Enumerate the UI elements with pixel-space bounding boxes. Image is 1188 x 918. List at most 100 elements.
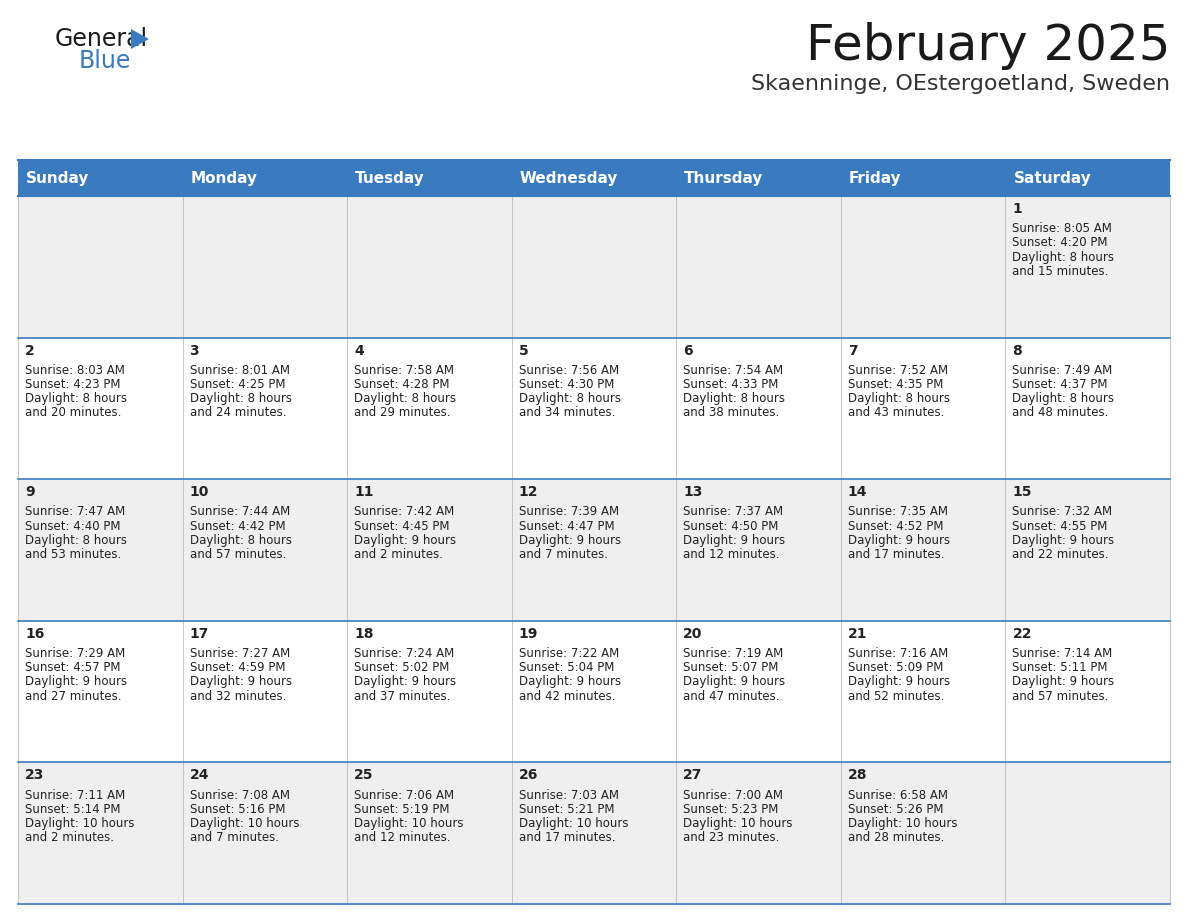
Text: Daylight: 8 hours: Daylight: 8 hours <box>25 392 127 405</box>
Text: Sunset: 5:04 PM: Sunset: 5:04 PM <box>519 661 614 674</box>
Text: and 48 minutes.: and 48 minutes. <box>1012 407 1108 420</box>
Bar <box>18 479 1170 621</box>
Text: Daylight: 8 hours: Daylight: 8 hours <box>1012 392 1114 405</box>
Text: and 12 minutes.: and 12 minutes. <box>354 831 450 845</box>
Text: Daylight: 9 hours: Daylight: 9 hours <box>683 533 785 547</box>
Text: Daylight: 8 hours: Daylight: 8 hours <box>190 392 291 405</box>
Text: Sunset: 4:55 PM: Sunset: 4:55 PM <box>1012 520 1107 532</box>
Text: Sunset: 4:47 PM: Sunset: 4:47 PM <box>519 520 614 532</box>
Text: 24: 24 <box>190 768 209 782</box>
Text: Daylight: 8 hours: Daylight: 8 hours <box>1012 251 1114 263</box>
Text: and 27 minutes.: and 27 minutes. <box>25 689 121 702</box>
Text: Sunset: 4:20 PM: Sunset: 4:20 PM <box>1012 237 1108 250</box>
Text: Sunrise: 7:37 AM: Sunrise: 7:37 AM <box>683 506 783 519</box>
Text: Sunset: 4:52 PM: Sunset: 4:52 PM <box>848 520 943 532</box>
Text: 26: 26 <box>519 768 538 782</box>
Text: 18: 18 <box>354 627 374 641</box>
Text: Sunrise: 7:03 AM: Sunrise: 7:03 AM <box>519 789 619 801</box>
Text: 2: 2 <box>25 343 34 358</box>
Text: Friday: Friday <box>849 171 902 185</box>
Text: Blue: Blue <box>78 49 132 73</box>
Text: Sunrise: 7:08 AM: Sunrise: 7:08 AM <box>190 789 290 801</box>
Text: and 37 minutes.: and 37 minutes. <box>354 689 450 702</box>
Text: Daylight: 10 hours: Daylight: 10 hours <box>190 817 299 830</box>
Text: and 2 minutes.: and 2 minutes. <box>354 548 443 561</box>
Text: 1: 1 <box>1012 202 1022 216</box>
Text: and 17 minutes.: and 17 minutes. <box>519 831 615 845</box>
Text: Sunset: 4:37 PM: Sunset: 4:37 PM <box>1012 378 1108 391</box>
Text: 13: 13 <box>683 486 702 499</box>
Text: and 22 minutes.: and 22 minutes. <box>1012 548 1108 561</box>
Text: Sunrise: 7:44 AM: Sunrise: 7:44 AM <box>190 506 290 519</box>
Text: Daylight: 8 hours: Daylight: 8 hours <box>519 392 620 405</box>
Text: General: General <box>55 27 148 51</box>
Text: Sunrise: 7:19 AM: Sunrise: 7:19 AM <box>683 647 784 660</box>
Text: Sunrise: 7:52 AM: Sunrise: 7:52 AM <box>848 364 948 377</box>
Text: Sunrise: 7:54 AM: Sunrise: 7:54 AM <box>683 364 783 377</box>
Text: Daylight: 9 hours: Daylight: 9 hours <box>190 676 292 688</box>
Text: Sunrise: 7:56 AM: Sunrise: 7:56 AM <box>519 364 619 377</box>
Text: Daylight: 9 hours: Daylight: 9 hours <box>519 533 621 547</box>
Text: Sunset: 5:07 PM: Sunset: 5:07 PM <box>683 661 778 674</box>
Text: and 47 minutes.: and 47 minutes. <box>683 689 779 702</box>
Text: 22: 22 <box>1012 627 1032 641</box>
Bar <box>18 160 1170 196</box>
Text: Sunset: 5:14 PM: Sunset: 5:14 PM <box>25 803 120 816</box>
Text: 3: 3 <box>190 343 200 358</box>
Text: and 29 minutes.: and 29 minutes. <box>354 407 450 420</box>
Text: Daylight: 10 hours: Daylight: 10 hours <box>848 817 958 830</box>
Text: and 34 minutes.: and 34 minutes. <box>519 407 615 420</box>
Text: Sunrise: 7:22 AM: Sunrise: 7:22 AM <box>519 647 619 660</box>
Text: Sunrise: 7:24 AM: Sunrise: 7:24 AM <box>354 647 454 660</box>
Text: 28: 28 <box>848 768 867 782</box>
Bar <box>18 338 1170 479</box>
Text: 16: 16 <box>25 627 44 641</box>
Text: Sunset: 4:25 PM: Sunset: 4:25 PM <box>190 378 285 391</box>
Text: Sunset: 4:57 PM: Sunset: 4:57 PM <box>25 661 120 674</box>
Text: Thursday: Thursday <box>684 171 764 185</box>
Polygon shape <box>131 29 148 49</box>
Text: 9: 9 <box>25 486 34 499</box>
Text: Sunrise: 7:47 AM: Sunrise: 7:47 AM <box>25 506 125 519</box>
Text: Saturday: Saturday <box>1013 171 1092 185</box>
Text: Sunset: 4:35 PM: Sunset: 4:35 PM <box>848 378 943 391</box>
Text: 19: 19 <box>519 627 538 641</box>
Text: Sunset: 5:11 PM: Sunset: 5:11 PM <box>1012 661 1108 674</box>
Text: Sunrise: 7:32 AM: Sunrise: 7:32 AM <box>1012 506 1112 519</box>
Text: Sunrise: 7:27 AM: Sunrise: 7:27 AM <box>190 647 290 660</box>
Text: and 57 minutes.: and 57 minutes. <box>190 548 286 561</box>
Text: and 57 minutes.: and 57 minutes. <box>1012 689 1108 702</box>
Text: Sunset: 4:30 PM: Sunset: 4:30 PM <box>519 378 614 391</box>
Text: and 15 minutes.: and 15 minutes. <box>1012 264 1108 278</box>
Text: Sunset: 4:28 PM: Sunset: 4:28 PM <box>354 378 449 391</box>
Text: Sunset: 4:45 PM: Sunset: 4:45 PM <box>354 520 449 532</box>
Text: Daylight: 9 hours: Daylight: 9 hours <box>25 676 127 688</box>
Text: Sunset: 4:33 PM: Sunset: 4:33 PM <box>683 378 778 391</box>
Text: 23: 23 <box>25 768 44 782</box>
Text: Sunset: 4:50 PM: Sunset: 4:50 PM <box>683 520 778 532</box>
Text: 8: 8 <box>1012 343 1022 358</box>
Text: Daylight: 8 hours: Daylight: 8 hours <box>683 392 785 405</box>
Text: Sunrise: 7:49 AM: Sunrise: 7:49 AM <box>1012 364 1113 377</box>
Bar <box>18 621 1170 763</box>
Text: 21: 21 <box>848 627 867 641</box>
Text: Daylight: 10 hours: Daylight: 10 hours <box>354 817 463 830</box>
Text: Daylight: 9 hours: Daylight: 9 hours <box>848 533 950 547</box>
Text: February 2025: February 2025 <box>805 22 1170 70</box>
Text: Daylight: 9 hours: Daylight: 9 hours <box>1012 676 1114 688</box>
Text: 6: 6 <box>683 343 693 358</box>
Text: and 17 minutes.: and 17 minutes. <box>848 548 944 561</box>
Text: 17: 17 <box>190 627 209 641</box>
Text: 11: 11 <box>354 486 374 499</box>
Text: Daylight: 9 hours: Daylight: 9 hours <box>519 676 621 688</box>
Bar <box>18 196 1170 338</box>
Text: Skaenninge, OEstergoetland, Sweden: Skaenninge, OEstergoetland, Sweden <box>751 74 1170 94</box>
Text: and 38 minutes.: and 38 minutes. <box>683 407 779 420</box>
Text: Daylight: 9 hours: Daylight: 9 hours <box>354 676 456 688</box>
Text: Daylight: 9 hours: Daylight: 9 hours <box>683 676 785 688</box>
Text: and 28 minutes.: and 28 minutes. <box>848 831 944 845</box>
Text: Daylight: 9 hours: Daylight: 9 hours <box>354 533 456 547</box>
Text: Daylight: 9 hours: Daylight: 9 hours <box>848 676 950 688</box>
Text: 14: 14 <box>848 486 867 499</box>
Text: Sunrise: 7:42 AM: Sunrise: 7:42 AM <box>354 506 454 519</box>
